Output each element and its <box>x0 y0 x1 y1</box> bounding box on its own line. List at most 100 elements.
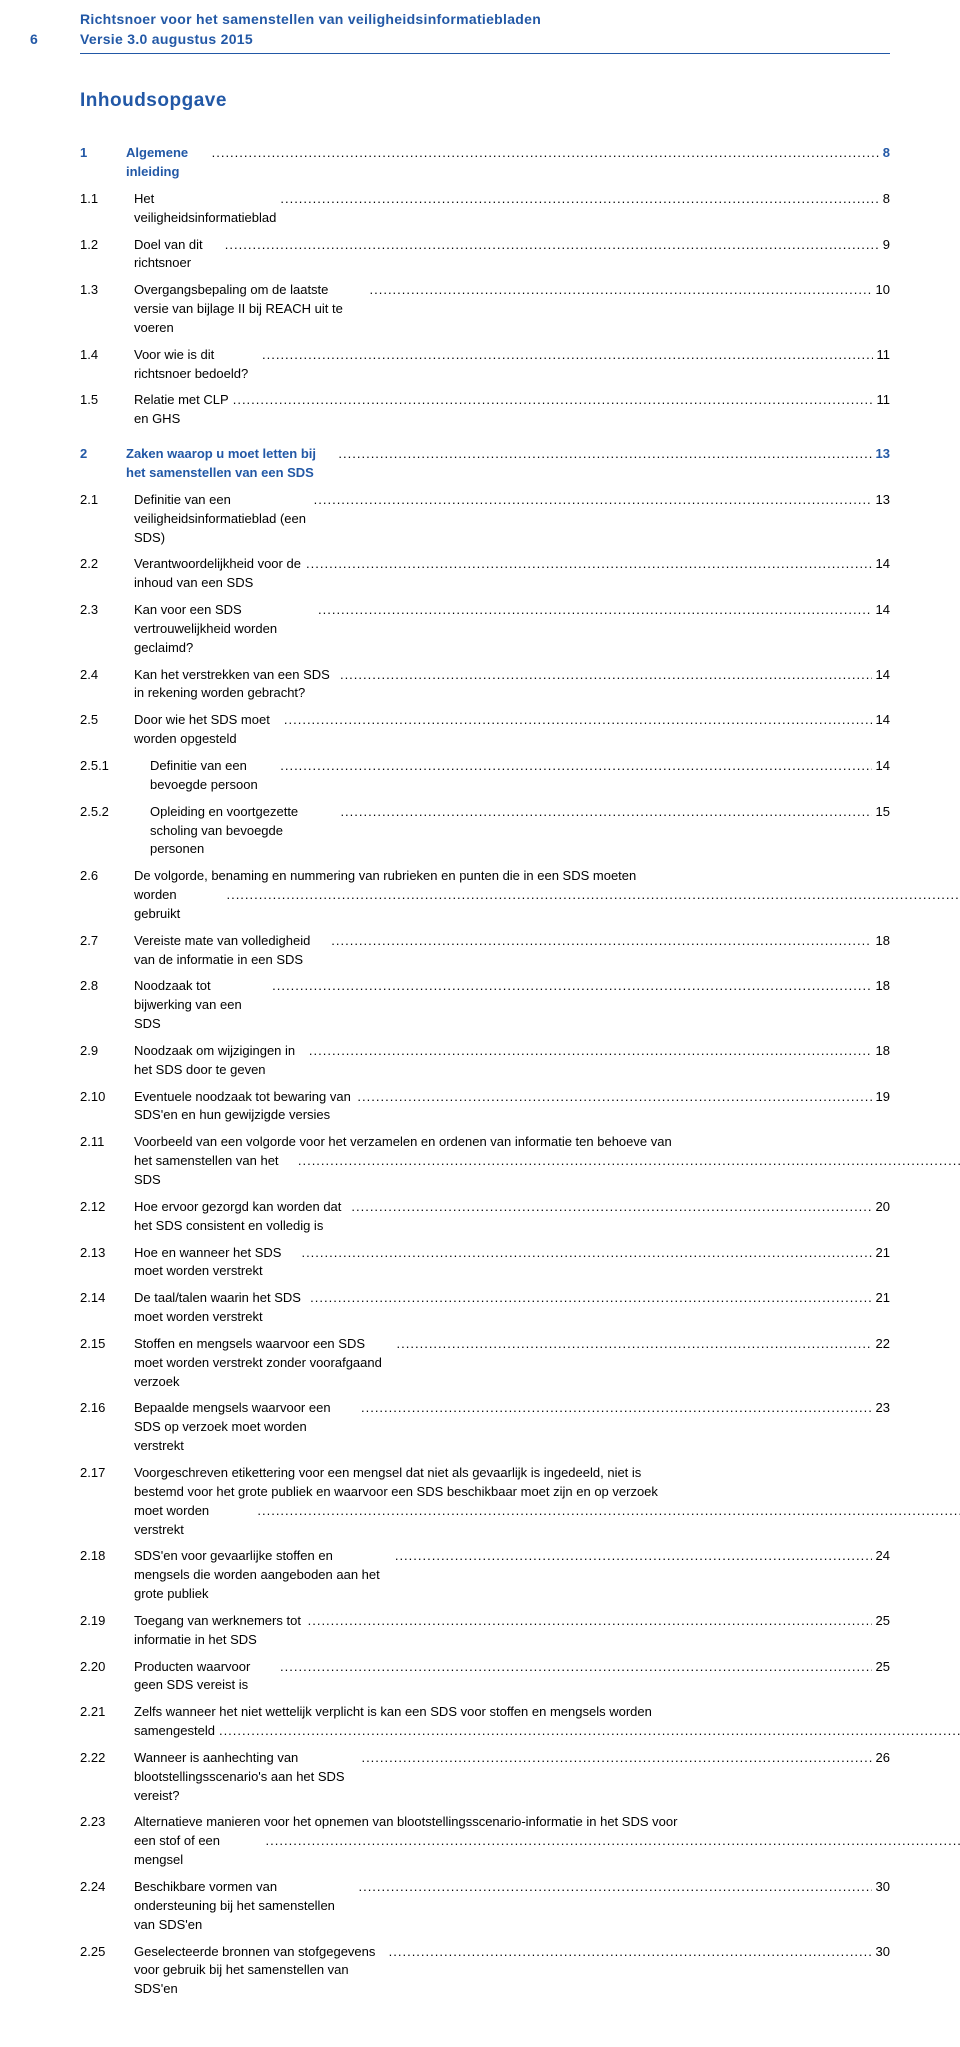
toc-leader-dots: ........................................… <box>336 666 872 685</box>
toc-entry-lastline: samengesteld............................… <box>134 1722 960 1741</box>
toc-entry-text: Toegang van werknemers tot informatie in… <box>134 1612 304 1650</box>
toc-entry-number: 2.22 <box>80 1749 134 1768</box>
toc-entry-page: 18 <box>872 977 890 996</box>
toc-entry-textwrap: Voorgeschreven etikettering voor een men… <box>134 1464 960 1539</box>
toc-entry-number: 1.2 <box>80 236 134 255</box>
toc-entry-page: 21 <box>872 1244 890 1263</box>
toc-entry-page: 30 <box>872 1943 890 1962</box>
toc-leader-dots: ........................................… <box>347 1198 871 1217</box>
toc-entry-page: 14 <box>872 601 890 620</box>
toc-entry: 2.20Producten waarvoor geen SDS vereist … <box>80 1658 890 1696</box>
toc-entry-text-cont: worden gebruikt <box>134 886 222 924</box>
toc-leader-dots: ........................................… <box>276 757 871 776</box>
toc-entry-text-cont: bestemd voor het grote publiek en waarvo… <box>134 1483 960 1502</box>
toc-entry: 2.13Hoe en wanneer het SDS moet worden v… <box>80 1244 890 1282</box>
toc-leader-dots: ........................................… <box>366 281 872 300</box>
header-title-row2: 6 Versie 3.0 augustus 2015 <box>80 30 890 50</box>
toc-entry-page: 11 <box>873 346 891 365</box>
toc-entry-lastline: worden gebruikt.........................… <box>134 886 960 924</box>
toc-entry: 2.22Wanneer is aanhechting van blootstel… <box>80 1749 890 1806</box>
toc-entry-text: Relatie met CLP en GHS <box>134 391 229 429</box>
toc-entry: 2.17Voorgeschreven etikettering voor een… <box>80 1464 890 1539</box>
toc-entry-text: Voor wie is dit richtsnoer bedoeld? <box>134 346 258 384</box>
toc-entry-text: Noodzaak tot bijwerking van een SDS <box>134 977 268 1034</box>
toc-entry: 2.3Kan voor een SDS vertrouwelijkheid wo… <box>80 601 890 658</box>
toc-leader-dots: ........................................… <box>310 491 872 510</box>
toc-entry-page: 24 <box>872 1547 890 1566</box>
toc-heading: Inhoudsopgave <box>80 90 890 112</box>
toc-entry-number: 1.5 <box>80 391 134 410</box>
toc-entry-page: 20 <box>872 1198 890 1217</box>
toc-leader-dots: ........................................… <box>327 932 871 951</box>
toc-leader-dots: ........................................… <box>294 1152 960 1171</box>
toc-entry-textwrap: Voorbeeld van een volgorde voor het verz… <box>134 1133 960 1190</box>
page: Richtsnoer voor het samenstellen van vei… <box>0 0 960 2047</box>
toc-entry: 1.1Het veiligheidsinformatieblad........… <box>80 190 890 228</box>
toc-entry-text: Producten waarvoor geen SDS vereist is <box>134 1658 276 1696</box>
toc-entry: 2Zaken waarop u moet letten bij het same… <box>80 445 890 483</box>
toc-leader-dots: ........................................… <box>334 445 871 464</box>
toc-leader-dots: ........................................… <box>391 1547 872 1566</box>
toc-entry: 1.3Overgangsbepaling om de laatste versi… <box>80 281 890 338</box>
toc-entry-number: 2.5 <box>80 711 134 730</box>
toc-entry-page: 15 <box>872 803 890 822</box>
toc-entry-textwrap: Alternatieve manieren voor het opnemen v… <box>134 1813 960 1870</box>
toc-entry-number: 1.4 <box>80 346 134 365</box>
toc-entry-number: 2.15 <box>80 1335 134 1354</box>
toc-entry-page: 9 <box>879 236 890 255</box>
toc-leader-dots: ........................................… <box>302 555 872 574</box>
toc-entry-textwrap: Zelfs wanneer het niet wettelijk verplic… <box>134 1703 960 1741</box>
toc-entry: 2.10Eventuele noodzaak tot bewaring van … <box>80 1088 890 1126</box>
toc-entry-page: 23 <box>872 1399 890 1418</box>
toc-entry-page: 22 <box>872 1335 890 1354</box>
toc-entry-text: Zaken waarop u moet letten bij het samen… <box>126 445 334 483</box>
toc-leader-dots: ........................................… <box>385 1943 872 1962</box>
toc-leader-dots: ........................................… <box>393 1335 872 1354</box>
toc-entry-text: Geselecteerde bronnen van stofgegevens v… <box>134 1943 385 2000</box>
toc-entry: 1.5Relatie met CLP en GHS...............… <box>80 391 890 429</box>
toc-entry-number: 2.11 <box>80 1133 134 1152</box>
toc-entry: 2.7Vereiste mate van volledigheid van de… <box>80 932 890 970</box>
toc-entry-number: 2.6 <box>80 867 134 886</box>
toc-leader-dots: ........................................… <box>222 886 960 905</box>
toc-entry: 2.16Bepaalde mengsels waarvoor een SDS o… <box>80 1399 890 1456</box>
toc-entry-number: 2.23 <box>80 1813 134 1832</box>
toc-entry: 2.25Geselecteerde bronnen van stofgegeve… <box>80 1943 890 2000</box>
toc-entry: 2.23Alternatieve manieren voor het opnem… <box>80 1813 890 1870</box>
toc-entry: 1Algemene inleiding.....................… <box>80 144 890 182</box>
toc-entry-number: 2.24 <box>80 1878 134 1897</box>
toc-entry-page: 18 <box>872 1042 890 1061</box>
toc-entry: 2.21Zelfs wanneer het niet wettelijk ver… <box>80 1703 890 1741</box>
toc-entry: 2.9Noodzaak om wijzigingen in het SDS do… <box>80 1042 890 1080</box>
toc-entry-page: 19 <box>872 1088 890 1107</box>
toc-entry-text: Alternatieve manieren voor het opnemen v… <box>134 1813 960 1832</box>
toc-leader-dots: ........................................… <box>253 1502 960 1521</box>
toc-leader-dots: ........................................… <box>258 346 873 365</box>
toc-entry-number: 2.4 <box>80 666 134 685</box>
toc-entry-text: Voorbeeld van een volgorde voor het verz… <box>134 1133 960 1152</box>
toc-entry: 2.19Toegang van werknemers tot informati… <box>80 1612 890 1650</box>
toc-entry-number: 2.2 <box>80 555 134 574</box>
toc-entry: 2.11Voorbeeld van een volgorde voor het … <box>80 1133 890 1190</box>
toc-entry-page: 13 <box>872 445 890 464</box>
toc-entry-page: 14 <box>872 711 890 730</box>
toc-entry-text: De taal/talen waarin het SDS moet worden… <box>134 1289 306 1327</box>
toc-entry-number: 2.16 <box>80 1399 134 1418</box>
toc-leader-dots: ........................................… <box>215 1722 960 1741</box>
toc-entry-text: Het veiligheidsinformatieblad <box>134 190 276 228</box>
toc-entry-number: 2.7 <box>80 932 134 951</box>
toc-entry-number: 2.18 <box>80 1547 134 1566</box>
toc-entry-number: 2.20 <box>80 1658 134 1677</box>
toc-entry-page: 13 <box>872 491 890 510</box>
toc-entry-page: 8 <box>879 190 890 209</box>
toc-entry-number: 2.25 <box>80 1943 134 1962</box>
toc-entry-text: Door wie het SDS moet worden opgesteld <box>134 711 280 749</box>
toc-entry: 2.5.2Opleiding en voortgezette scholing … <box>80 803 890 860</box>
toc-entry: 2.5.1Definitie van een bevoegde persoon.… <box>80 757 890 795</box>
toc-entry-page: 11 <box>873 391 891 410</box>
toc-leader-dots: ........................................… <box>297 1244 871 1263</box>
toc-entry-page: 8 <box>879 144 890 163</box>
toc-leader-dots: ........................................… <box>336 803 871 822</box>
toc-entry-text: Algemene inleiding <box>126 144 208 182</box>
toc-entry-lastline: moet worden verstrekt...................… <box>134 1502 960 1540</box>
